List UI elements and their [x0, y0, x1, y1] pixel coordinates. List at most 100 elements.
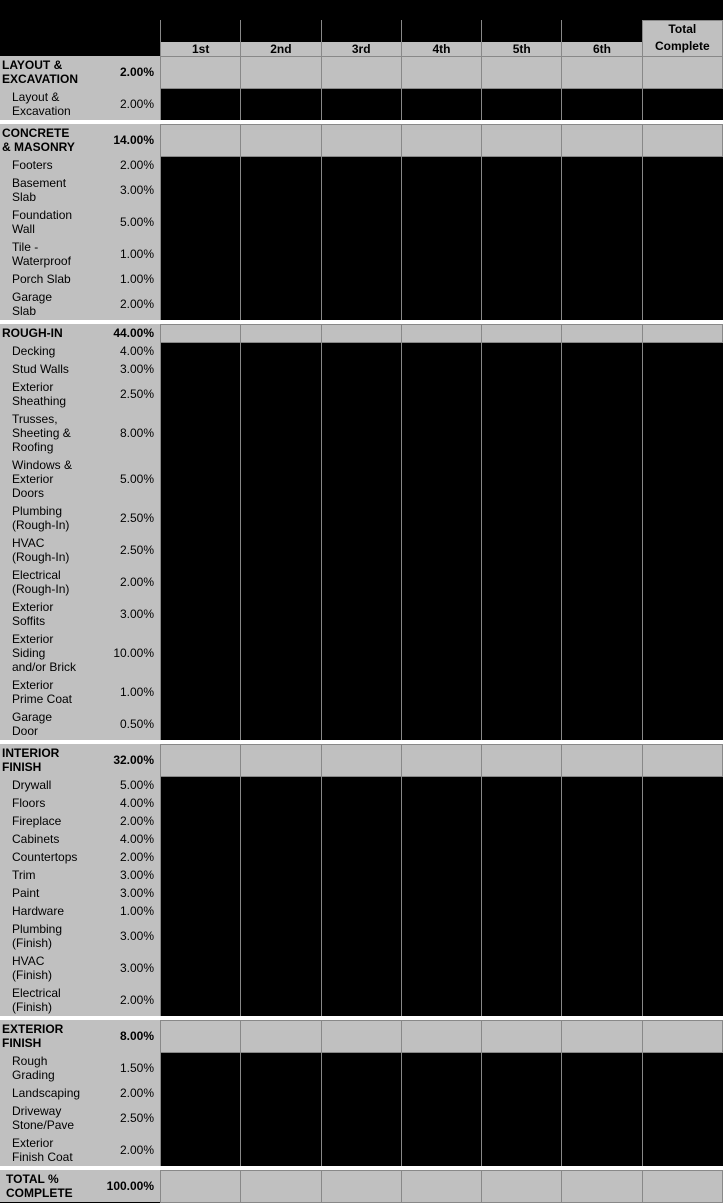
item-period-cell[interactable] [321, 708, 401, 740]
item-period-cell[interactable] [241, 902, 321, 920]
item-period-cell[interactable] [161, 342, 241, 360]
item-period-cell[interactable] [401, 598, 481, 630]
item-period-cell[interactable] [241, 794, 321, 812]
item-period-cell[interactable] [562, 1134, 642, 1166]
item-period-cell[interactable] [161, 288, 241, 320]
item-period-cell[interactable] [321, 630, 401, 676]
item-period-cell[interactable] [161, 794, 241, 812]
item-period-cell[interactable] [562, 830, 642, 848]
item-period-cell[interactable] [241, 410, 321, 456]
item-period-cell[interactable] [401, 378, 481, 410]
item-period-cell[interactable] [562, 920, 642, 952]
item-period-cell[interactable] [241, 206, 321, 238]
item-period-cell[interactable] [401, 848, 481, 866]
item-period-cell[interactable] [161, 866, 241, 884]
item-period-cell[interactable] [241, 156, 321, 174]
section-period-cell[interactable] [562, 744, 642, 776]
item-period-cell[interactable] [401, 238, 481, 270]
item-period-cell[interactable] [401, 1052, 481, 1084]
item-period-cell[interactable] [562, 378, 642, 410]
item-period-cell[interactable] [482, 566, 562, 598]
item-period-cell[interactable] [482, 776, 562, 794]
item-period-cell[interactable] [321, 1102, 401, 1134]
item-period-cell[interactable] [482, 630, 562, 676]
item-period-cell[interactable] [241, 1052, 321, 1084]
item-period-cell[interactable] [321, 902, 401, 920]
item-period-cell[interactable] [562, 1102, 642, 1134]
item-period-cell[interactable] [161, 270, 241, 288]
item-period-cell[interactable] [401, 88, 481, 120]
item-period-cell[interactable] [562, 1084, 642, 1102]
item-period-cell[interactable] [161, 984, 241, 1016]
item-period-cell[interactable] [482, 534, 562, 566]
item-period-cell[interactable] [241, 920, 321, 952]
item-period-cell[interactable] [321, 456, 401, 502]
item-period-cell[interactable] [161, 534, 241, 566]
item-period-cell[interactable] [241, 1084, 321, 1102]
item-period-cell[interactable] [321, 952, 401, 984]
item-period-cell[interactable] [321, 812, 401, 830]
section-period-cell[interactable] [321, 124, 401, 156]
item-period-cell[interactable] [321, 848, 401, 866]
item-period-cell[interactable] [562, 566, 642, 598]
section-period-cell[interactable] [161, 324, 241, 342]
item-period-cell[interactable] [241, 288, 321, 320]
item-period-cell[interactable] [321, 360, 401, 378]
item-period-cell[interactable] [482, 984, 562, 1016]
item-period-cell[interactable] [241, 378, 321, 410]
item-period-cell[interactable] [401, 776, 481, 794]
item-period-cell[interactable] [161, 884, 241, 902]
item-period-cell[interactable] [401, 270, 481, 288]
item-period-cell[interactable] [161, 156, 241, 174]
item-period-cell[interactable] [482, 378, 562, 410]
section-period-cell[interactable] [482, 744, 562, 776]
item-period-cell[interactable] [321, 378, 401, 410]
section-period-cell[interactable] [161, 56, 241, 88]
item-period-cell[interactable] [161, 630, 241, 676]
item-period-cell[interactable] [161, 1052, 241, 1084]
section-period-cell[interactable] [401, 324, 481, 342]
item-period-cell[interactable] [321, 342, 401, 360]
section-period-cell[interactable] [562, 124, 642, 156]
item-period-cell[interactable] [241, 848, 321, 866]
item-period-cell[interactable] [321, 884, 401, 902]
section-period-cell[interactable] [482, 56, 562, 88]
item-period-cell[interactable] [241, 1134, 321, 1166]
item-period-cell[interactable] [321, 1134, 401, 1166]
item-period-cell[interactable] [482, 884, 562, 902]
item-period-cell[interactable] [562, 952, 642, 984]
section-period-cell[interactable] [241, 324, 321, 342]
item-period-cell[interactable] [401, 708, 481, 740]
item-period-cell[interactable] [562, 676, 642, 708]
item-period-cell[interactable] [562, 1052, 642, 1084]
item-period-cell[interactable] [482, 156, 562, 174]
item-period-cell[interactable] [482, 1102, 562, 1134]
item-period-cell[interactable] [321, 502, 401, 534]
item-period-cell[interactable] [482, 830, 562, 848]
item-period-cell[interactable] [401, 360, 481, 378]
item-period-cell[interactable] [401, 794, 481, 812]
item-period-cell[interactable] [562, 174, 642, 206]
item-period-cell[interactable] [321, 866, 401, 884]
item-period-cell[interactable] [321, 566, 401, 598]
item-period-cell[interactable] [401, 884, 481, 902]
item-period-cell[interactable] [161, 598, 241, 630]
item-period-cell[interactable] [321, 206, 401, 238]
item-period-cell[interactable] [161, 456, 241, 502]
item-period-cell[interactable] [401, 410, 481, 456]
item-period-cell[interactable] [482, 342, 562, 360]
item-period-cell[interactable] [241, 566, 321, 598]
section-period-cell[interactable] [321, 324, 401, 342]
section-period-cell[interactable] [401, 56, 481, 88]
section-period-cell[interactable] [321, 744, 401, 776]
item-period-cell[interactable] [562, 794, 642, 812]
section-period-cell[interactable] [482, 324, 562, 342]
section-period-cell[interactable] [562, 1020, 642, 1052]
item-period-cell[interactable] [562, 812, 642, 830]
section-period-cell[interactable] [241, 56, 321, 88]
item-period-cell[interactable] [241, 952, 321, 984]
item-period-cell[interactable] [161, 952, 241, 984]
item-period-cell[interactable] [161, 812, 241, 830]
item-period-cell[interactable] [482, 174, 562, 206]
item-period-cell[interactable] [161, 206, 241, 238]
